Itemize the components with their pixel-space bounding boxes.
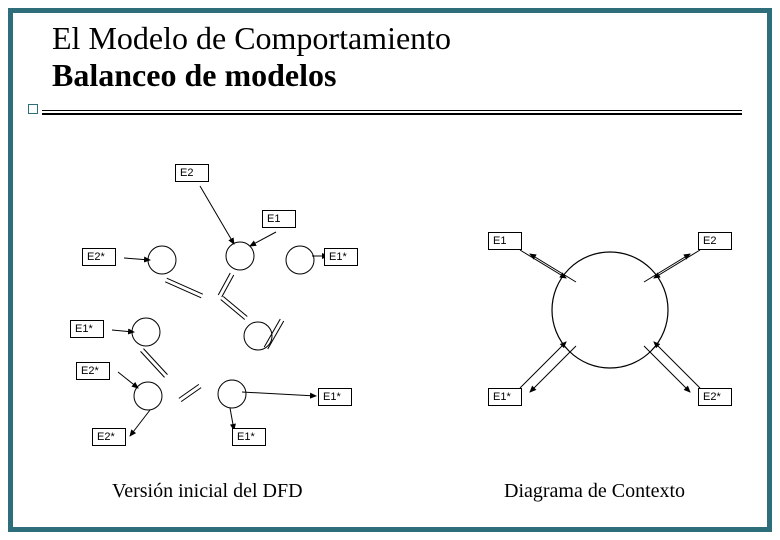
entity-box-E2_r: E2 [698, 232, 732, 250]
entity-box-E2s_r: E2* [698, 388, 732, 406]
right-caption: Diagrama de Contexto [504, 480, 685, 503]
entity-box-E2s_3: E2* [92, 428, 126, 446]
entity-box-E1s_left: E1* [70, 320, 104, 338]
entity-box-E1s_3: E1* [232, 428, 266, 446]
entity-box-E1s_2: E1* [318, 388, 352, 406]
entity-box-E2s_left: E2* [76, 362, 110, 380]
entity-box-E1_r: E1 [488, 232, 522, 250]
entity-box-E1_top: E1 [262, 210, 296, 228]
entity-box-E2_top: E2 [175, 164, 209, 182]
slide: El Modelo de Comportamiento Balanceo de … [0, 0, 780, 540]
diagrams-svg [0, 0, 780, 540]
left-caption: Versión inicial del DFD [112, 480, 303, 503]
entity-box-E1s_r: E1* [488, 388, 522, 406]
entity-box-E1s_1: E1* [324, 248, 358, 266]
right-context-diagram [520, 250, 700, 392]
entity-box-E2s_1: E2* [82, 248, 116, 266]
